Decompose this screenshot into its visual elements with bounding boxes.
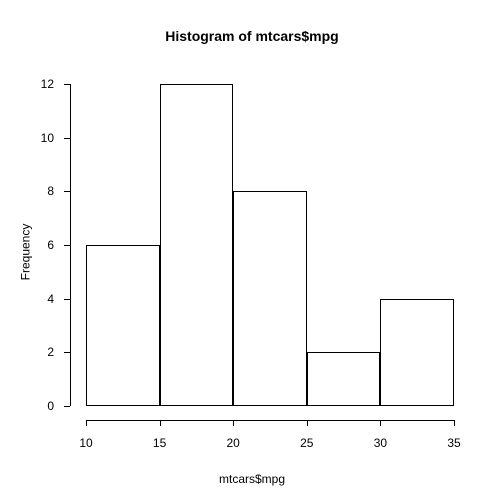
y-axis-line: [70, 84, 71, 406]
y-tick-label: 6: [47, 238, 54, 252]
x-axis-ticklabels: 101520253035: [70, 426, 470, 446]
x-tick-label: 15: [153, 436, 166, 450]
y-tick: [64, 352, 70, 353]
x-tick-label: 30: [374, 436, 387, 450]
y-tick: [64, 138, 70, 139]
chart-title: Histogram of mtcars$mpg: [0, 28, 504, 44]
x-tick-label: 25: [300, 436, 313, 450]
histogram-bar: [307, 352, 381, 406]
histogram-chart: Histogram of mtcars$mpg Frequency mtcars…: [0, 0, 504, 504]
histogram-bar: [233, 191, 307, 406]
x-tick: [307, 420, 308, 426]
x-tick: [454, 420, 455, 426]
y-axis-label-text: Frequency: [18, 224, 32, 281]
y-tick-label: 2: [47, 345, 54, 359]
y-axis-label: Frequency: [18, 0, 32, 504]
y-tick: [64, 84, 70, 85]
y-tick-label: 12: [41, 77, 54, 91]
histogram-bar: [160, 84, 234, 406]
histogram-bar: [380, 299, 454, 406]
x-tick: [160, 420, 161, 426]
y-tick: [64, 191, 70, 192]
x-tick: [380, 420, 381, 426]
x-axis-label: mtcars$mpg: [0, 472, 504, 486]
x-tick-label: 20: [227, 436, 240, 450]
x-tick: [86, 420, 87, 426]
x-tick: [233, 420, 234, 426]
x-axis-line: [86, 420, 454, 421]
y-tick: [64, 245, 70, 246]
y-tick-label: 8: [47, 184, 54, 198]
y-tick-label: 4: [47, 292, 54, 306]
histogram-bar: [86, 245, 160, 406]
y-tick-label: 0: [47, 399, 54, 413]
x-tick-label: 35: [447, 436, 460, 450]
y-tick: [64, 406, 70, 407]
y-tick-label: 10: [41, 131, 54, 145]
x-tick-label: 10: [79, 436, 92, 450]
plot-area: 101520253035024681012: [70, 70, 470, 420]
y-tick: [64, 299, 70, 300]
